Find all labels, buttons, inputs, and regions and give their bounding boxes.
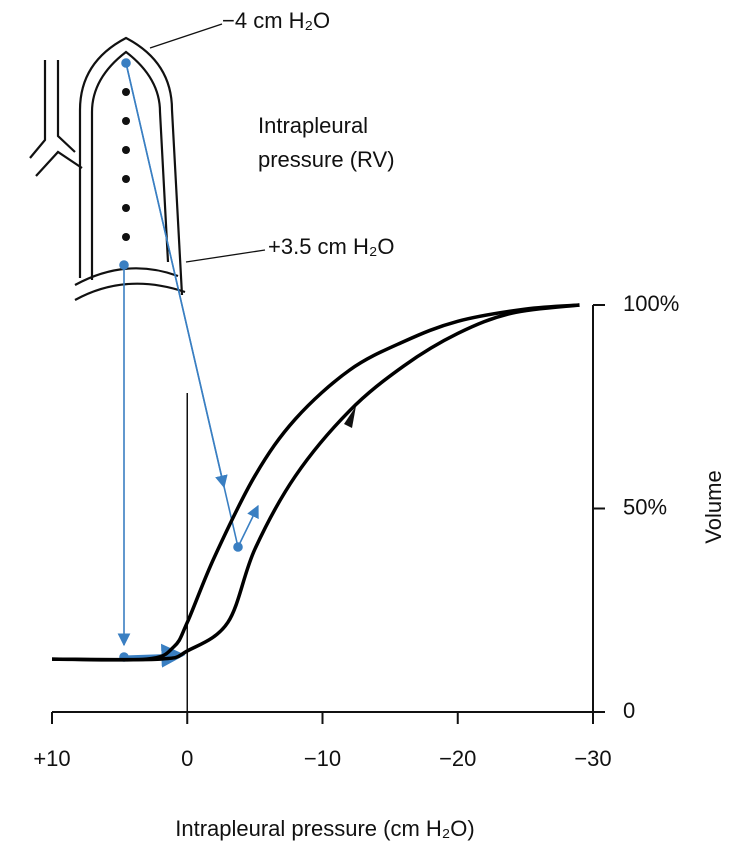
- x-tick-label: −20: [439, 746, 476, 771]
- annotation: +3.5 cm H₂O: [268, 234, 395, 259]
- x-tick-label: +10: [33, 746, 70, 771]
- annotation: −4 cm H₂O: [222, 8, 330, 33]
- annotation: pressure (RV): [258, 147, 395, 172]
- x-tick-label: 0: [181, 746, 193, 771]
- y-tick-label: 100%: [623, 291, 679, 316]
- y-axis-label: Volume: [701, 470, 726, 543]
- annotation: Intrapleural: [258, 113, 368, 138]
- x-tick-label: −30: [574, 746, 611, 771]
- x-tick-label: −10: [304, 746, 341, 771]
- lung-diagram: [29, 23, 266, 301]
- pressure-volume-curve: [51, 303, 580, 662]
- pressure-volume-curve: [51, 303, 580, 662]
- pressure-arrows: [117, 58, 259, 668]
- lung-dots: [122, 88, 130, 241]
- direction-arrow: [344, 406, 356, 428]
- x-axis-label: Intrapleural pressure (cm H₂O): [175, 816, 475, 841]
- y-tick-label: 50%: [623, 494, 667, 519]
- y-tick-label: 0: [623, 698, 635, 723]
